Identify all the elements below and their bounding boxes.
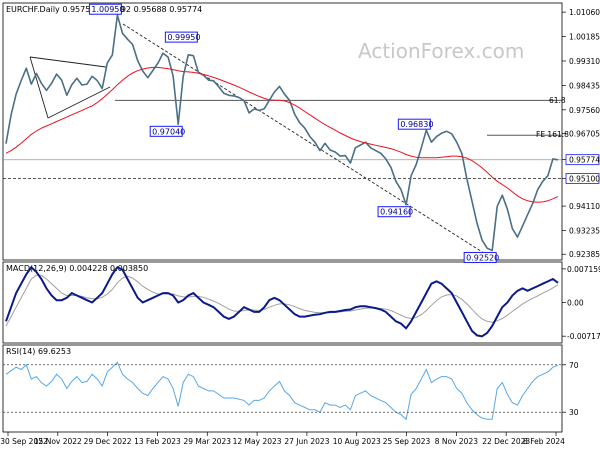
- macd-main-line: [5, 265, 559, 338]
- price-y-axis: 1.01060 1.00185 0.99310 0.98435 0.97560 0.967…: [562, 8, 600, 259]
- price-label-box: [397, 118, 431, 130]
- price-label-box: [377, 206, 411, 218]
- price-label-text: 0.92520: [466, 253, 499, 262]
- price-y-tick-label: 0.97560: [569, 106, 600, 115]
- triangle-lower-line: [47, 86, 111, 119]
- trendline-annotations: [29, 23, 488, 256]
- price-labels: 1.00950 0.99950 0.97040 0.94160 0.96830 0.925…: [88, 3, 499, 263]
- price-y-tick-label: 0.93235: [569, 227, 600, 236]
- x-tick-label: 29 Dec 2022: [84, 437, 132, 446]
- price-y-tick-label: 0.92385: [569, 250, 600, 259]
- price-label-text: 0.94160: [380, 208, 413, 217]
- x-tick-label: 30 Sep 2022: [0, 437, 48, 446]
- price-y-tick-label: 0.94110: [569, 202, 600, 211]
- x-tick-label: 22 Dec 2023: [482, 437, 530, 446]
- price-label-box: [149, 125, 183, 137]
- price-y-tick-box: [565, 173, 600, 184]
- rsi-panel-frame: [2, 344, 563, 433]
- price-label-text: 0.96830: [400, 120, 433, 129]
- price-y-tick-label: 1.01060: [569, 8, 600, 17]
- x-tick-label: 15 Nov 2022: [34, 437, 82, 446]
- level-label-61-8: 61.8: [549, 96, 566, 105]
- triangle-left-line: [29, 56, 49, 119]
- price-y-tick-label: 0.95774: [569, 156, 600, 165]
- price-label-text: 0.97040: [152, 127, 185, 136]
- price-label-box: [164, 31, 198, 43]
- price-y-tick-label: 1.00185: [569, 33, 600, 42]
- rsi-y-tick-label: 70: [569, 361, 579, 370]
- x-tick-label: 8 Feb 2024: [523, 437, 565, 446]
- macd-panel-title: MACD(12,26,9) 0.004228 0.003850: [6, 264, 148, 273]
- macd-y-tick-label: 0.007159: [567, 265, 600, 274]
- x-tick-label: 29 Mar 2023: [183, 437, 231, 446]
- price-y-tick-box: [565, 154, 600, 166]
- x-tick-label: 8 Nov 2023: [435, 437, 478, 446]
- rsi-panel-title: RSI(14) 69.6253: [6, 347, 71, 356]
- price-panel-frame: [2, 2, 563, 261]
- macd-signal-line: [5, 274, 559, 327]
- price-y-tick-label: 0.99310: [569, 57, 600, 66]
- x-tick-label: 13 Feb 2023: [134, 437, 181, 446]
- horizontal-levels: [3, 99, 562, 179]
- level-label-fe-161-8: FE 161.8: [536, 130, 569, 139]
- moving-average-line: [5, 66, 559, 203]
- x-tick-label: 27 Jun 2023: [284, 437, 329, 446]
- price-y-tick-label: 0.98435: [569, 81, 600, 90]
- price-label-box: [88, 3, 122, 15]
- price-label-text: 1.00950: [91, 5, 124, 14]
- triangle-upper-line: [29, 56, 107, 68]
- price-label-text: 0.99950: [167, 33, 200, 42]
- macd-y-tick-label: -0.007173: [567, 332, 600, 341]
- macd-y-axis: 0.007159 0.00 -0.007173: [562, 265, 600, 341]
- price-y-tick-label: 0.95100: [569, 174, 600, 183]
- price-label-box: [463, 251, 497, 263]
- downtrend-dashed-line: [122, 23, 488, 256]
- x-tick-label: 10 Aug 2023: [333, 437, 381, 446]
- macd-y-tick-label: 0.00: [567, 299, 584, 308]
- watermark: ActionForex.com: [358, 39, 524, 63]
- rsi-y-tick-label: 30: [569, 408, 579, 417]
- rsi-line: [5, 361, 559, 421]
- rsi-y-axis: 70 30: [3, 361, 579, 417]
- x-tick-label: 12 May 2023: [233, 437, 282, 446]
- price-series-line: [5, 14, 559, 252]
- x-tick-label: 25 Sep 2023: [383, 437, 431, 446]
- price-y-tick-label: 0.96705: [569, 130, 600, 139]
